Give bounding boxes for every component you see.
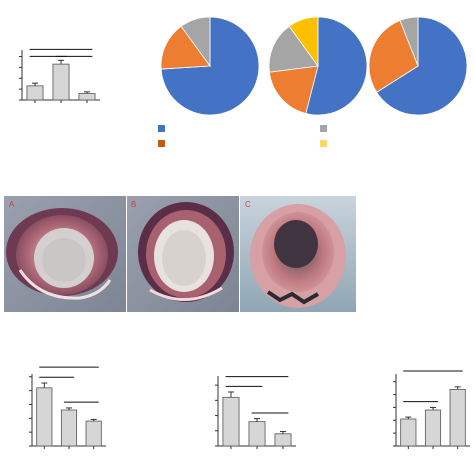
bar <box>400 418 417 447</box>
pie-slice <box>288 16 319 68</box>
legend-swatch-yellow <box>320 140 327 147</box>
bar <box>26 85 44 101</box>
photo-label-b: B <box>131 200 136 209</box>
bar <box>85 420 102 447</box>
pie-slice <box>399 16 419 67</box>
bar-chart-top-left <box>19 48 100 103</box>
photo-label-a: A <box>9 200 15 209</box>
bar <box>248 421 266 447</box>
tissue-photo-strip: A B C <box>4 196 356 312</box>
bar <box>36 387 53 447</box>
bar <box>222 396 240 447</box>
legend-swatch-gray <box>320 125 327 132</box>
legend-swatch-blue <box>158 125 165 132</box>
photo-panel-c: C <box>240 196 356 312</box>
bar-chart-bottom-left <box>29 366 106 449</box>
bar-chart-bottom-right <box>393 370 470 449</box>
bar <box>274 433 292 447</box>
pie-chart-3 <box>368 16 468 116</box>
pie-slice <box>268 65 319 114</box>
bar-chart-bottom-middle <box>215 376 296 449</box>
pie-slice <box>368 19 419 93</box>
photo-panel-a: A <box>4 196 126 312</box>
bar <box>449 389 466 447</box>
bar <box>52 63 70 101</box>
bar <box>424 409 442 447</box>
bar <box>78 93 96 101</box>
pie-chart-2 <box>268 16 368 116</box>
legend-swatch-orange <box>158 140 165 147</box>
bar <box>60 409 78 447</box>
pie-slice <box>268 25 319 73</box>
pie-legend <box>158 125 327 147</box>
photo-panel-b: B <box>127 196 239 312</box>
pie-slice <box>160 25 211 70</box>
pie-slice <box>180 16 211 68</box>
photo-label-c: C <box>245 200 251 209</box>
pie-slice <box>376 16 468 116</box>
pie-slice <box>305 16 368 116</box>
pie-chart-1 <box>160 16 260 116</box>
